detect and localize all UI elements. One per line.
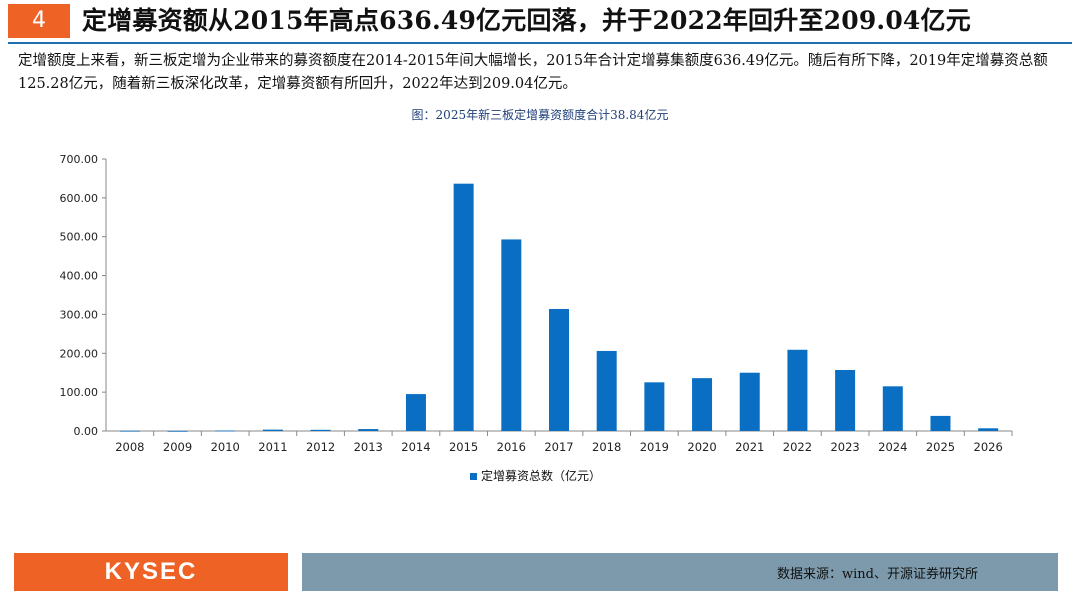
x-tick-label: 2014 [401, 440, 430, 454]
y-tick-label: 700.00 [60, 153, 99, 166]
y-tick-label: 200.00 [60, 347, 99, 360]
bar-chart: 0.00 100.00 200.00 300.00 400.00 500.00 600.00… [60, 153, 1013, 454]
bar-2018 [596, 350, 617, 431]
y-tick-label: 400.00 [60, 270, 99, 283]
x-tick-label: 2020 [687, 440, 716, 454]
bar-2008 [119, 430, 140, 432]
legend-label: 定增募资总数（亿元） [481, 469, 602, 483]
x-tick-label: 2025 [926, 440, 955, 454]
header-divider [8, 42, 1072, 44]
bar-2010 [215, 430, 236, 432]
header: 4 定增募资额从2015年高点636.49亿元回落，并于2022年回升至209.… [0, 0, 1080, 44]
x-tick-label: 2008 [115, 440, 144, 454]
chart-legend: 定增募资总数（亿元） [470, 467, 601, 484]
bar-2014 [405, 394, 426, 431]
x-tick-label: 2016 [497, 440, 526, 454]
y-tick-label: 300.00 [60, 308, 99, 321]
summary-text: 定增额度上来看，新三板定增为企业带来的募资额度在2014-2015年间大幅增长，… [18, 53, 1048, 92]
x-tick-label: 2010 [211, 440, 240, 454]
x-tick-label: 2021 [735, 440, 764, 454]
page-title: 定增募资额从2015年高点636.49亿元回落，并于2022年回升至209.04… [82, 6, 971, 35]
y-tick-label: 500.00 [60, 231, 99, 244]
bar-2011 [262, 429, 283, 431]
bar-2022 [787, 349, 808, 431]
x-tick-label: 2011 [258, 440, 287, 454]
bar-2023 [835, 369, 856, 431]
y-tick-label: 0.00 [74, 425, 99, 438]
x-tick-label: 2024 [878, 440, 907, 454]
bar-2024 [882, 386, 903, 431]
x-tick-label: 2013 [354, 440, 383, 454]
bar-2017 [549, 308, 569, 431]
bar-2021 [739, 372, 760, 431]
x-tick-label: 2018 [592, 440, 621, 454]
brand-logo: KYSEC [14, 553, 288, 591]
chart-caption: 图：2025年新三板定增募资额度合计38.84亿元 [411, 108, 669, 122]
bar-2013 [358, 429, 379, 431]
bar-2025 [930, 415, 951, 431]
x-tick-label: 2017 [544, 440, 573, 454]
bar-2026 [978, 428, 999, 431]
data-source: 数据来源：wind、开源证券研究所 [777, 567, 978, 582]
x-tick-label: 2019 [640, 440, 669, 454]
y-tick-label: 100.00 [60, 386, 99, 399]
x-tick-label: 2026 [974, 440, 1003, 454]
x-tick-label: 2022 [783, 440, 812, 454]
x-tick-label: 2023 [830, 440, 859, 454]
legend-swatch [470, 473, 477, 480]
bar-2016 [501, 239, 522, 431]
x-tick-label: 2012 [306, 440, 335, 454]
x-tick-label: 2009 [163, 440, 192, 454]
bar-2019 [644, 382, 665, 431]
footer-bar: 数据来源：wind、开源证券研究所 [302, 553, 1058, 591]
bar-2015 [453, 183, 474, 431]
x-tick-label: 2015 [449, 440, 478, 454]
bar-2020 [692, 378, 713, 431]
y-tick-label: 600.00 [60, 192, 99, 205]
section-number: 4 [8, 4, 70, 38]
bar-2012 [310, 429, 331, 431]
bar-2009 [167, 430, 188, 432]
